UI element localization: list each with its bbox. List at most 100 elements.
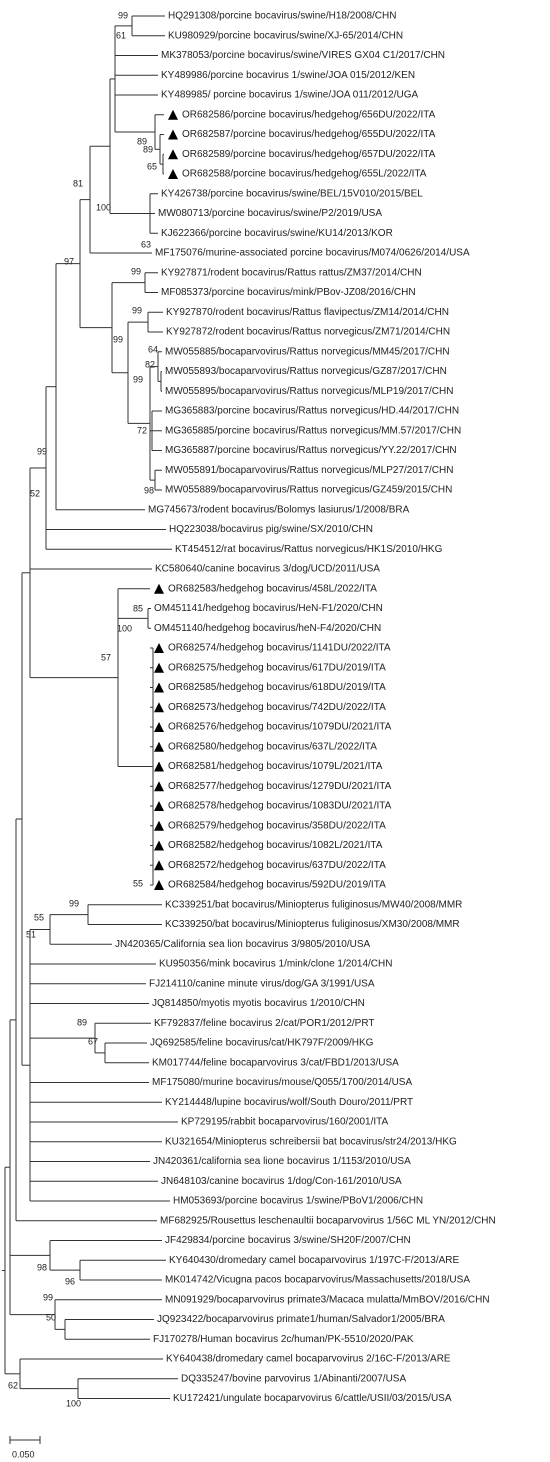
bootstrap-value: 65 bbox=[147, 161, 157, 171]
bootstrap-value: 57 bbox=[101, 652, 111, 662]
leaf-label: MW055895/bocaparvovirus/Rattus norvegicu… bbox=[165, 386, 453, 397]
leaf-label: DQ335247/bovine parvovirus 1/Abinanti/20… bbox=[181, 1373, 406, 1384]
bootstrap-value: 99 bbox=[43, 1292, 53, 1302]
leaf-label: KY927872/rodent bocavirus/Rattus norvegi… bbox=[166, 327, 450, 338]
triangle-marker bbox=[154, 741, 164, 752]
leaf-label: MK378053/porcine bocavirus/swine/VIRES G… bbox=[161, 50, 445, 61]
leaf-label: MW055885/bocaparvovirus/Rattus norvegicu… bbox=[165, 346, 450, 357]
bootstrap-value: 72 bbox=[137, 425, 147, 435]
triangle-marker bbox=[168, 169, 178, 179]
leaf-label: JN420361/california sea lione bocavirus … bbox=[153, 1156, 411, 1167]
bootstrap-value: 89 bbox=[137, 136, 147, 146]
leaf-label: MW080713/porcine bocavirus/swine/P2/2019… bbox=[158, 208, 382, 219]
leaf-label: MG365885/porcine bocavirus/Rattus norveg… bbox=[165, 425, 461, 436]
leaf-label: OR682572/hedgehog bocavirus/637DU/2022/I… bbox=[168, 860, 386, 871]
bootstrap-value: 52 bbox=[30, 488, 40, 498]
leaf-label: KY489986/porcine bocavirus 1/swine/JOA 0… bbox=[161, 70, 415, 81]
leaf-label: OR682583/hedgehog bocavirus/458L/2022/IT… bbox=[168, 583, 377, 594]
leaf-label: OM451141/hedgehog bocavirus/HeN-F1/2020/… bbox=[154, 603, 383, 614]
triangle-marker bbox=[154, 722, 164, 732]
bootstrap-value: 99 bbox=[132, 305, 142, 315]
leaf-label: KM017744/feline bocaparvovirus 3/cat/FBD… bbox=[152, 1057, 399, 1068]
branches bbox=[2, 15, 178, 1399]
leaf-label: KU980929/porcine bocavirus/swine/XJ-65/2… bbox=[168, 30, 403, 41]
leaf-label: KF792837/feline bocavirus 2/cat/POR1/201… bbox=[154, 1018, 375, 1029]
leaf-label: JQ692585/feline bocavirus/cat/HK797F/200… bbox=[150, 1038, 374, 1049]
leaf-label: FJ214110/canine minute virus/dog/GA 3/19… bbox=[149, 978, 375, 989]
triangle-marker bbox=[154, 702, 164, 713]
triangle-marker bbox=[154, 662, 164, 673]
leaf-label: MF175080/murine bocavirus/mouse/Q055/170… bbox=[152, 1077, 412, 1088]
leaf-label: OR682576/hedgehog bocavirus/1079DU/2021/… bbox=[168, 722, 392, 733]
leaf-label: KY640438/dromedary camel bocaparvovirus … bbox=[166, 1354, 451, 1365]
leaf-label: OR682581/hedgehog bocavirus/1079L/2021/I… bbox=[168, 761, 383, 772]
leaf-label: KC339251/bat bocavirus/Miniopterus fulig… bbox=[165, 899, 462, 910]
bootstrap-value: 63 bbox=[141, 239, 151, 249]
leaf-label: KY214448/lupine bocavirus/wolf/South Dou… bbox=[165, 1097, 413, 1108]
leaf-label: KP729195/rabbit bocaparvovirus/160/2001/… bbox=[181, 1117, 389, 1128]
leaf-label: HM053693/porcine bocavirus 1/swine/PBoV1… bbox=[173, 1196, 423, 1207]
leaf-label: MG365883/porcine bocavirus/Rattus norveg… bbox=[165, 406, 459, 417]
triangle-marker bbox=[154, 583, 164, 594]
leaf-label: HQ223038/bocavirus pig/swine/SX/2010/CHN bbox=[169, 524, 373, 535]
bootstrap-value: 99 bbox=[113, 334, 123, 344]
leaf-label: KY927871/rodent bocavirus/Rattus rattus/… bbox=[161, 267, 422, 278]
leaf-label: JN420365/California sea lion bocavirus 3… bbox=[115, 939, 370, 950]
leaf-label: MG745673/rodent bocavirus/Bolomys lasiur… bbox=[148, 504, 410, 515]
bootstrap-value: 98 bbox=[144, 485, 154, 495]
labels: HQ291308/porcine bocavirus/swine/H18/200… bbox=[8, 10, 496, 1408]
bootstrap-value: 99 bbox=[69, 898, 79, 908]
bootstrap-value: 100 bbox=[96, 202, 111, 212]
bootstrap-value: 62 bbox=[8, 1380, 18, 1390]
bootstrap-value: 96 bbox=[65, 1276, 75, 1286]
triangle-marker bbox=[154, 643, 164, 653]
triangle-marker bbox=[168, 129, 178, 140]
bootstrap-value: 99 bbox=[133, 374, 143, 384]
leaf-label: FJ170278/Human bocavirus 2c/human/PK-551… bbox=[153, 1334, 414, 1345]
bootstrap-value: 100 bbox=[66, 1398, 81, 1408]
bootstrap-value: 98 bbox=[37, 1262, 47, 1272]
leaf-label: HQ291308/porcine bocavirus/swine/H18/200… bbox=[168, 11, 396, 22]
leaf-label: OR682589/porcine bocavirus/hedgehog/657D… bbox=[182, 149, 436, 160]
leaf-label: JF429834/porcine bocavirus 3/swine/SH20F… bbox=[165, 1235, 411, 1246]
triangle-marker bbox=[168, 149, 178, 160]
leaf-label: OR682573/hedgehog bocavirus/742DU/2022/I… bbox=[168, 702, 386, 713]
leaf-label: KT454512/rat bocavirus/Rattus norvegicus… bbox=[175, 544, 443, 555]
triangle-marker bbox=[154, 761, 164, 772]
bootstrap-value: 99 bbox=[37, 446, 47, 456]
leaf-label: OR682585/hedgehog bocavirus/618DU/2019/I… bbox=[168, 682, 386, 693]
leaf-label: OM451140/hedgehog bocavirus/heN-F4/2020/… bbox=[154, 623, 381, 634]
leaf-label: KU321654/Miniopterus schreibersii bat bo… bbox=[165, 1136, 457, 1147]
leaf-label: MF682925/Rousettus leschenaultii bocapar… bbox=[160, 1215, 496, 1226]
bootstrap-value: 51 bbox=[26, 929, 36, 939]
bootstrap-value: 82 bbox=[145, 359, 155, 369]
leaf-label: KU172421/ungulate bocaparvovirus 6/cattl… bbox=[173, 1393, 452, 1404]
leaf-label: MW055889/bocaparvovirus/Rattus norvegicu… bbox=[165, 485, 452, 496]
bootstrap-value: 97 bbox=[64, 256, 74, 266]
leaf-label: JQ814850/myotis myotis bocavirus 1/2010/… bbox=[152, 998, 365, 1009]
triangle-marker bbox=[154, 801, 164, 811]
bootstrap-value: 81 bbox=[73, 178, 83, 188]
triangle-marker bbox=[168, 109, 178, 120]
leaf-label: KY640430/dromedary camel bocaparvovirus … bbox=[169, 1255, 459, 1266]
bootstrap-value: 99 bbox=[118, 10, 128, 20]
triangle-marker bbox=[154, 840, 164, 851]
leaf-label: KY489985/ porcine bocavirus 1/swine/JOA … bbox=[161, 90, 419, 101]
leaf-label: JQ923422/bocaparvovirus primate1/human/S… bbox=[157, 1314, 445, 1325]
triangle-marker bbox=[154, 880, 164, 890]
triangle-marker bbox=[154, 781, 164, 792]
triangle-marker bbox=[154, 860, 164, 871]
leaf-label: OR682575/hedgehog bocavirus/617DU/2019/I… bbox=[168, 662, 386, 673]
leaf-label: OR682582/hedgehog bocavirus/1082L/2021/I… bbox=[168, 840, 383, 851]
triangle-marker bbox=[154, 820, 164, 831]
leaf-label: OR682587/porcine bocavirus/hedgehog/655D… bbox=[182, 129, 436, 140]
leaf-label: OR682579/hedgehog bocavirus/358DU/2022/I… bbox=[168, 820, 386, 831]
bootstrap-value: 55 bbox=[133, 878, 143, 888]
leaf-label: KU950356/mink bocavirus 1/mink/clone 1/2… bbox=[159, 959, 392, 970]
leaf-label: MF175076/murine-associated porcine bocav… bbox=[155, 248, 470, 259]
leaf-label: OR682577/hedgehog bocavirus/1279DU/2021/… bbox=[168, 781, 392, 792]
leaf-label: MW055893/bocaparvovirus/Rattus norvegicu… bbox=[165, 366, 447, 377]
leaf-label: KY426738/porcine bocavirus/swine/BEL/15V… bbox=[161, 188, 423, 199]
leaf-label: MG365887/porcine bocavirus/Rattus norveg… bbox=[165, 445, 457, 456]
